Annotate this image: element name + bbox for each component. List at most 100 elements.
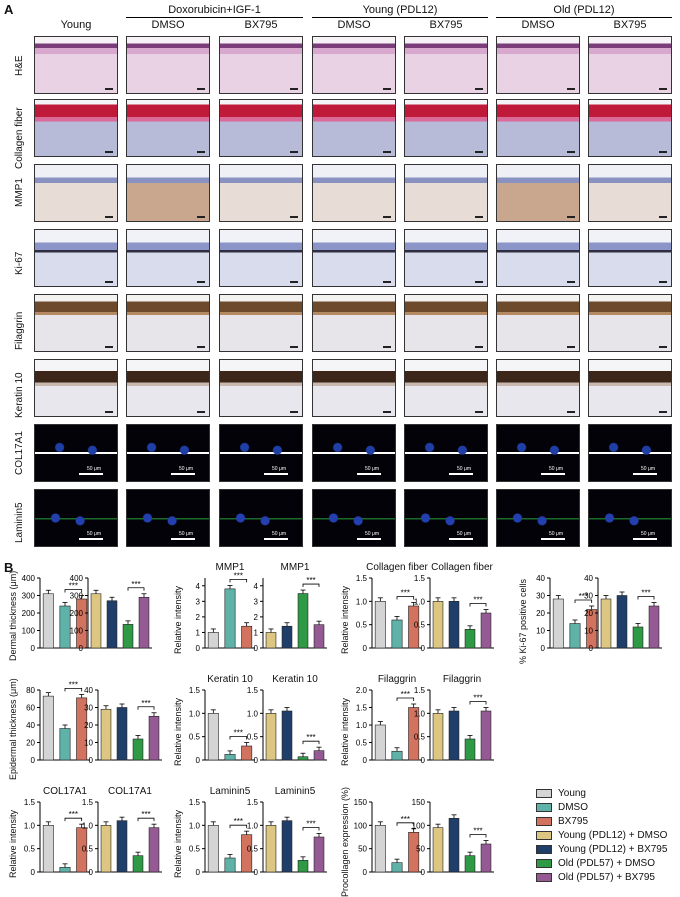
histology-image — [496, 99, 580, 157]
y-tick-label: 0 — [31, 868, 36, 877]
bar-chart-svg: 0 0.5 1.0 1.5 *** — [356, 574, 422, 653]
y-tick-label: 60 — [26, 704, 35, 713]
y-tick-label: 40 — [536, 574, 545, 583]
y-tick-label: 30 — [84, 704, 93, 713]
y-axis-label-text: Relative intensity — [173, 698, 183, 767]
bar-chart: 0 0.5 1.0 1.5 *** — [82, 798, 162, 877]
scale-bar — [357, 538, 381, 540]
y-tick-label: 0.5 — [356, 739, 368, 748]
histology-image: 50 μm — [219, 424, 303, 482]
histology-image — [126, 294, 210, 352]
column-title: DMSO — [151, 19, 185, 31]
bar — [132, 855, 144, 873]
bar — [313, 750, 325, 761]
legend-swatch — [536, 802, 552, 812]
y-tick-label: 0 — [254, 644, 259, 653]
histology-image — [34, 294, 118, 352]
scale-bar — [383, 216, 391, 218]
legend-label: DMSO — [558, 801, 588, 813]
y-tick-label: 1.0 — [356, 721, 368, 730]
histology-image — [496, 229, 580, 287]
y-tick-label: 1.0 — [247, 821, 259, 830]
chart-title: Filaggrin — [442, 674, 482, 685]
y-tick-label: 300 — [22, 592, 36, 601]
scale-bar — [105, 411, 113, 413]
bar-chart: 0 50 100 150 *** — [354, 798, 422, 877]
group-underline — [312, 17, 488, 18]
y-tick-label: 2 — [196, 613, 201, 622]
bar-chart: 0 10 20 30 40 *** — [84, 686, 162, 765]
scale-bar — [633, 473, 657, 475]
scale-bar-label: 50 μm — [87, 531, 101, 537]
row-label-text: Laminin5 — [14, 502, 25, 543]
y-tick-label: 1.5 — [189, 686, 201, 695]
significance-bracket — [229, 824, 248, 829]
histology-image — [404, 99, 488, 157]
bar — [391, 619, 403, 649]
legend-item: BX795 — [536, 814, 667, 828]
histology-image — [588, 164, 672, 222]
chart-title: Collagen fiber — [431, 562, 493, 573]
bar — [432, 713, 444, 761]
scale-bar — [659, 216, 667, 218]
bar-chart: 0 20 40 60 80 *** — [26, 680, 90, 765]
bar — [90, 593, 102, 649]
scale-bar-label: 50 μm — [179, 531, 193, 537]
y-tick-label: 0 — [363, 868, 368, 877]
histology-image — [588, 359, 672, 417]
y-tick-label: 40 — [26, 721, 35, 730]
y-tick-label: 10 — [84, 739, 93, 748]
bar-chart: 0 1 2 3 4 *** — [196, 571, 255, 653]
histology-image: 50 μm — [34, 489, 118, 547]
histology-image — [588, 99, 672, 157]
histology-image: 50 μm — [496, 489, 580, 547]
histology-image — [219, 294, 303, 352]
bar — [374, 601, 386, 649]
row-label: MMP1 — [4, 164, 30, 228]
significance-label: *** — [306, 576, 315, 585]
bar-chart-svg: 0 0.5 1.0 1.5 *** — [24, 798, 90, 877]
y-axis-label-text: % Ki-67 positive cells — [518, 578, 528, 664]
y-tick-label: 0 — [421, 644, 426, 653]
bar — [207, 825, 219, 873]
bar — [313, 624, 325, 649]
bar-chart: 0 0.5 1.0 1.5 *** — [356, 574, 422, 653]
bar — [297, 593, 309, 649]
y-tick-label: 3 — [254, 597, 259, 606]
bar-chart-svg: 0 0.5 1.0 1.5 *** — [189, 686, 255, 765]
bar — [42, 593, 54, 649]
significance-label: *** — [141, 810, 150, 819]
bar-chart-svg: 0 20 40 60 80 *** — [26, 680, 90, 765]
bar — [552, 598, 564, 649]
y-tick-label: 0.5 — [247, 845, 259, 854]
bar — [616, 595, 628, 649]
scale-bar-label: 50 μm — [272, 466, 286, 472]
scale-bar — [475, 216, 483, 218]
bar — [59, 605, 71, 649]
scale-bar — [659, 281, 667, 283]
row-label: Collagen fiber — [4, 99, 30, 169]
bar-chart: 0 0.5 1.0 1.5 *** — [189, 798, 255, 877]
scale-bar — [171, 473, 195, 475]
scale-bar — [659, 346, 667, 348]
significance-label: *** — [401, 815, 410, 824]
y-tick-label: 0 — [31, 644, 36, 653]
significance-label: *** — [234, 817, 243, 826]
bar-chart: 0 0.5 1.0 1.5 *** — [189, 686, 255, 765]
scale-bar-label: 50 μm — [179, 466, 193, 472]
scale-bar — [567, 151, 575, 153]
scale-bar — [290, 151, 298, 153]
bar — [297, 860, 309, 873]
y-tick-label: 400 — [22, 574, 36, 583]
bar — [207, 632, 219, 649]
y-tick-label: 1.5 — [189, 798, 201, 807]
bar — [241, 834, 253, 873]
significance-label: *** — [473, 694, 482, 703]
scale-bar — [264, 538, 288, 540]
bar — [480, 843, 492, 873]
y-tick-label: 0 — [421, 868, 426, 877]
y-tick-label: 1.0 — [414, 597, 426, 606]
chart-legend: Young DMSO BX795 Young (PDL12) + DMSO Young … — [536, 786, 667, 884]
scale-bar — [290, 411, 298, 413]
bar — [148, 827, 160, 873]
